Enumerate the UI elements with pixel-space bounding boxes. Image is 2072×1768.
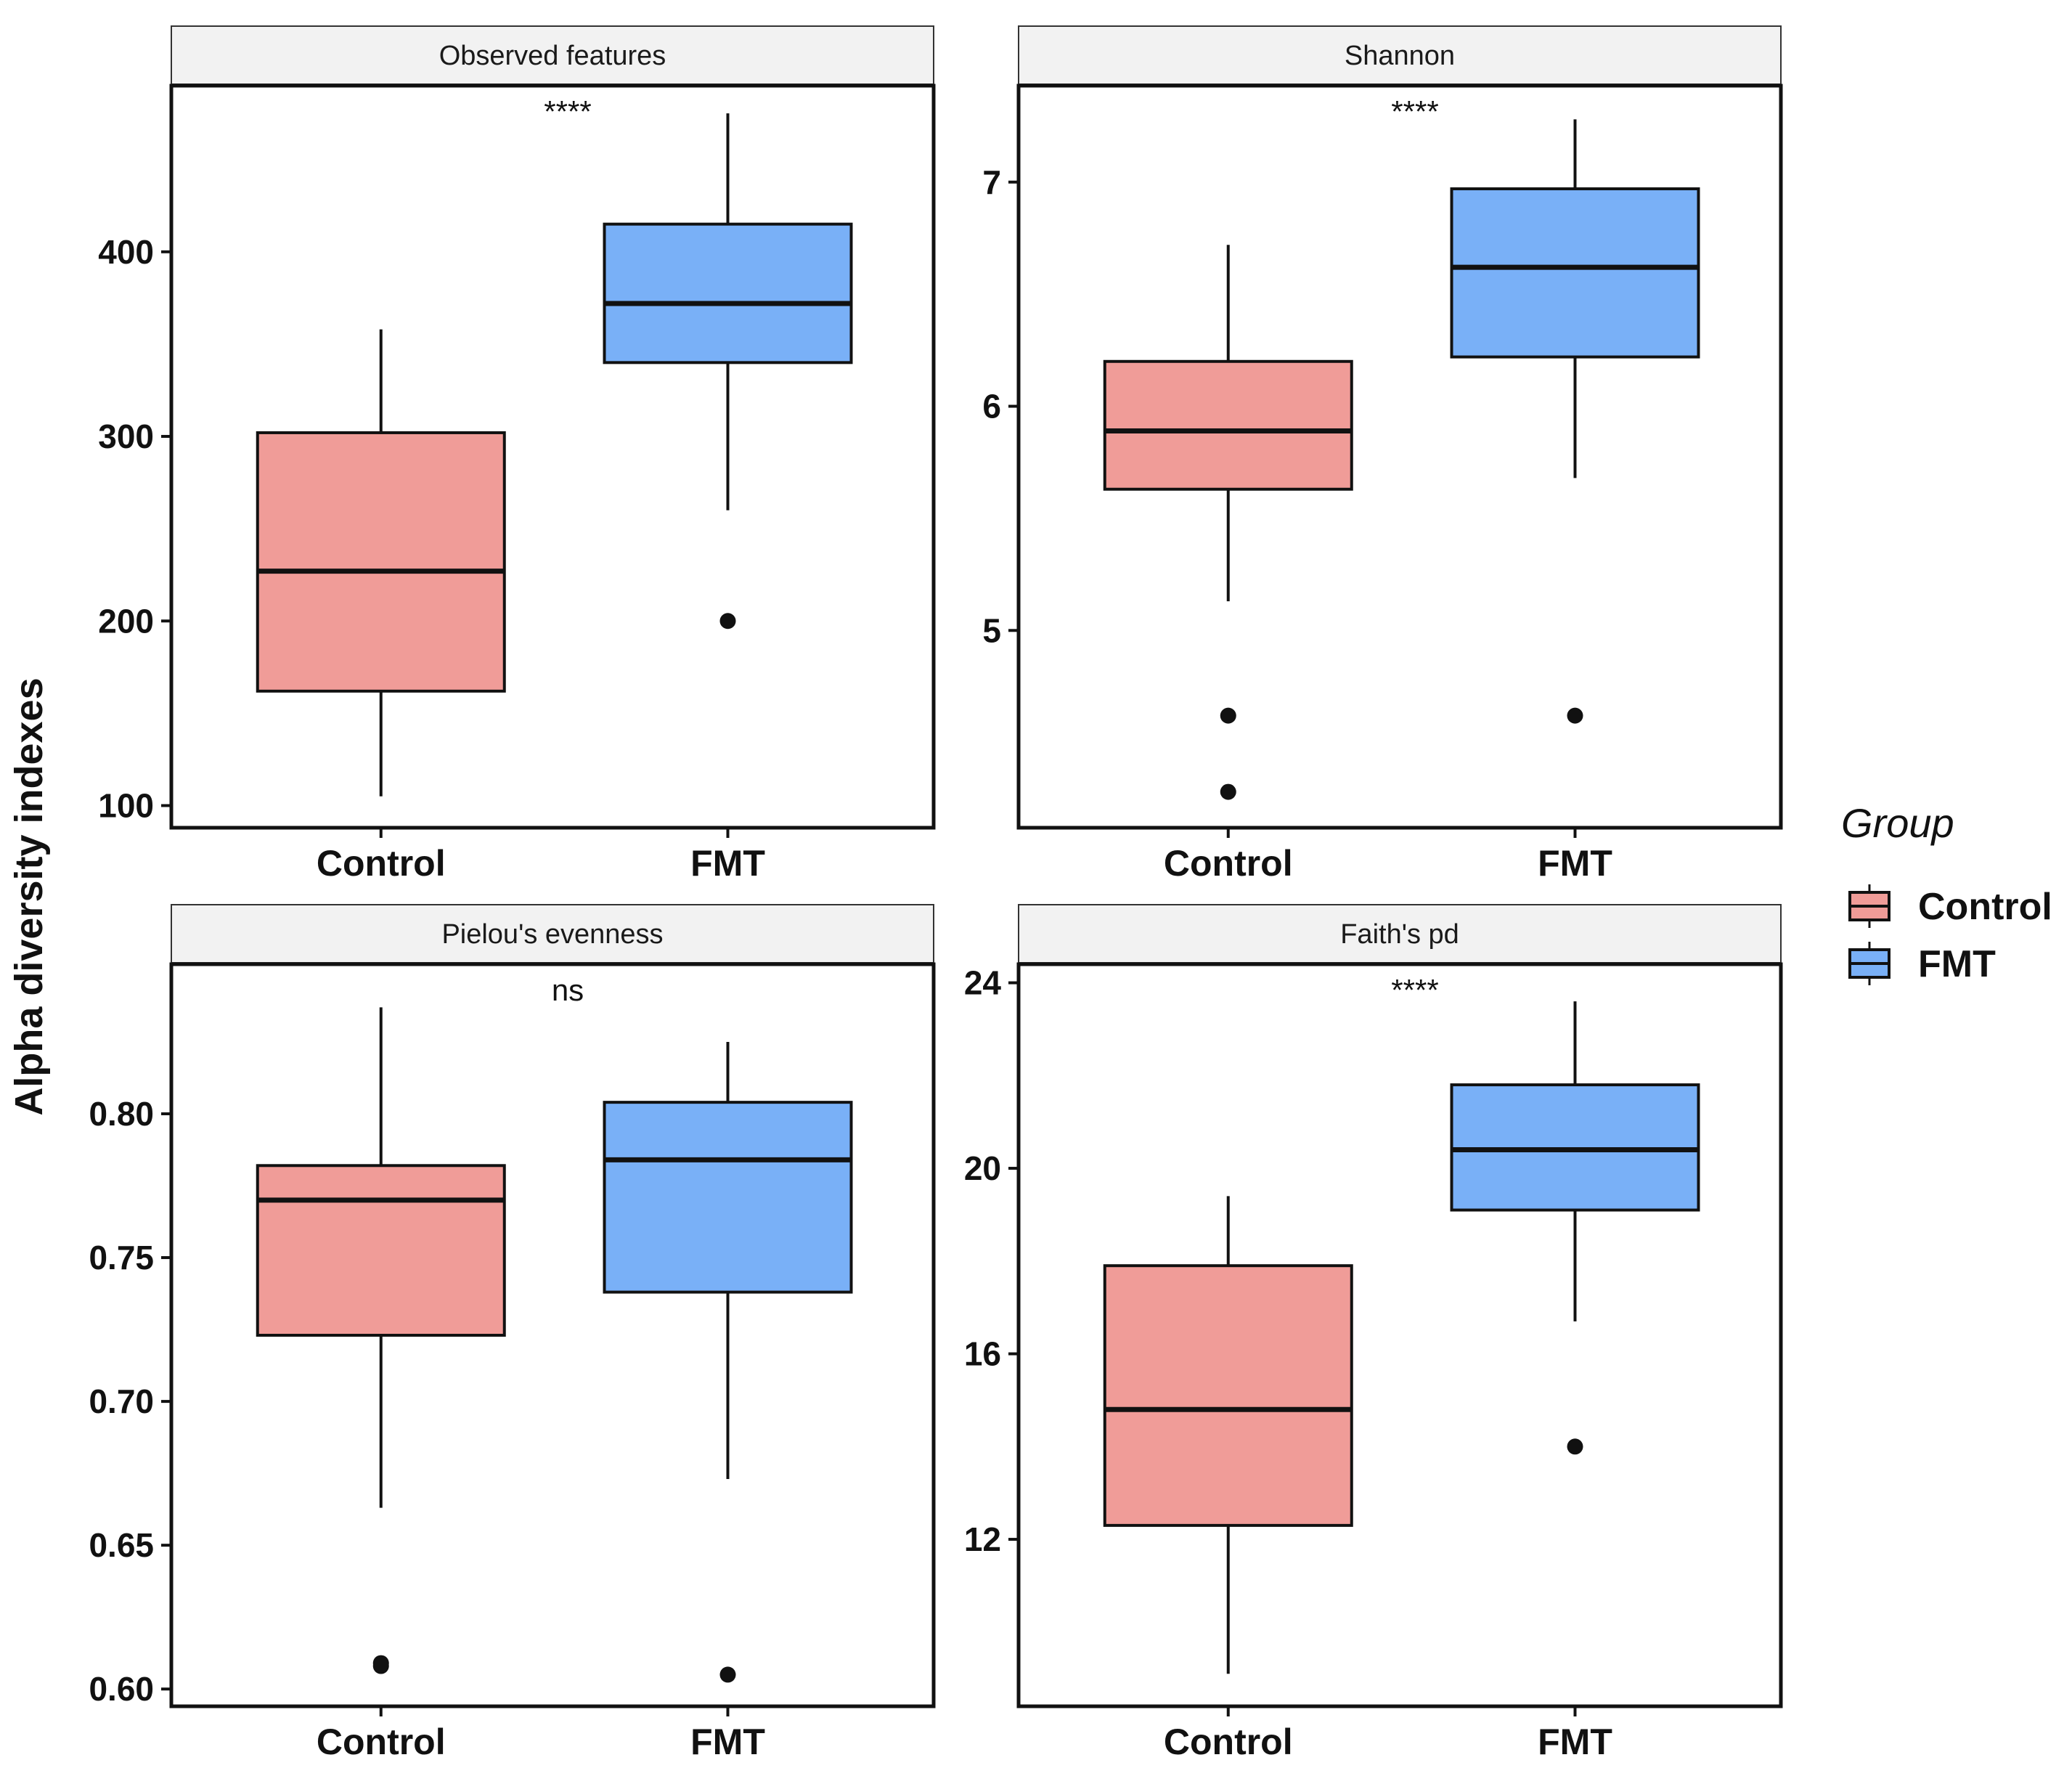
box-control: [1103, 245, 1353, 800]
x-category-label-control: Control: [317, 1722, 446, 1762]
y-tick-label: 400: [98, 233, 154, 271]
x-category-label-fmt: FMT: [690, 843, 765, 884]
box-control: [256, 1007, 506, 1674]
facet-strip-title: Observed features: [439, 41, 666, 71]
facet-strip: [1018, 904, 1782, 964]
x-category-label-fmt: FMT: [690, 1722, 765, 1762]
y-tick-label: 0.70: [89, 1382, 154, 1420]
box-control: [256, 329, 506, 797]
panel-observed-features: Observed features **** 100 200 300 400 Control…: [98, 25, 936, 884]
box-fmt: [603, 1041, 853, 1683]
outlier-point: [719, 1666, 736, 1683]
outlier-point: [1567, 707, 1583, 724]
significance-label: ****: [1391, 973, 1438, 1007]
x-category-label-fmt: FMT: [1538, 843, 1612, 884]
facet-strip-title: Faith's pd: [1340, 919, 1459, 950]
x-category-label-control: Control: [1164, 1722, 1293, 1762]
significance-label: ****: [544, 94, 591, 129]
panel-frame: [169, 83, 936, 830]
legend-title: Group: [1841, 800, 1954, 846]
outlier-point: [372, 1658, 389, 1674]
box-fmt: [1450, 1001, 1700, 1455]
y-tick-label: 200: [98, 602, 154, 640]
y-axis-label: Alpha diversity indexes: [7, 677, 51, 1115]
box-iqr: [1103, 1264, 1353, 1527]
panel-frame: [1016, 962, 1783, 1708]
box-iqr: [256, 1164, 506, 1337]
panel-frame: [1016, 83, 1783, 830]
y-tick-label: 20: [964, 1149, 1001, 1187]
y-tick-label: 0.60: [89, 1670, 154, 1708]
x-category-label-fmt: FMT: [1538, 1722, 1612, 1762]
panel-frame: [169, 962, 936, 1708]
y-tick-label: 0.75: [89, 1239, 154, 1276]
legend: Group Control FMT: [1841, 800, 2052, 985]
box-iqr: [256, 431, 506, 693]
y-tick-label: 300: [98, 417, 154, 455]
panel-shannon: Shannon **** 5 6 7 Control FMT: [982, 25, 1783, 884]
y-tick-label: 0.65: [89, 1526, 154, 1564]
facet-strip: [171, 904, 934, 964]
box-fmt: [603, 113, 853, 630]
legend-label-control: Control: [1918, 886, 2052, 928]
legend-label-fmt: FMT: [1918, 943, 1996, 985]
outlier-point: [719, 613, 736, 630]
box-iqr: [603, 1101, 853, 1294]
y-tick-label: 5: [982, 611, 1001, 649]
legend-item-fmt: FMT: [1848, 942, 1996, 985]
box-fmt: [1450, 119, 1700, 724]
box-iqr: [1450, 187, 1700, 359]
y-tick-label: 16: [964, 1335, 1001, 1373]
legend-item-control: Control: [1848, 884, 2052, 928]
y-tick-label: 6: [982, 388, 1001, 425]
y-tick-label: 100: [98, 786, 154, 824]
x-category-label-control: Control: [317, 843, 446, 884]
outlier-point: [1220, 707, 1236, 724]
panel-faith-pd: Faith's pd **** 12 16 20 24 Control FMT: [964, 904, 1783, 1762]
y-tick-label: 0.80: [89, 1095, 154, 1133]
y-tick-label: 24: [964, 964, 1002, 1002]
y-tick-label: 12: [964, 1520, 1001, 1558]
y-tick-label: 7: [982, 163, 1001, 201]
significance-label: ns: [552, 973, 584, 1007]
box-control: [1103, 1196, 1353, 1674]
significance-label: ****: [1391, 94, 1438, 129]
box-iqr: [1103, 359, 1353, 491]
outlier-point: [1567, 1438, 1583, 1455]
panel-pielou-evenness: Pielou's evenness ns 0.60 0.65 0.70 0.75 0.80 C…: [89, 904, 936, 1762]
facet-strip-title: Pielou's evenness: [441, 919, 663, 950]
x-category-label-control: Control: [1164, 843, 1293, 884]
outlier-point: [1220, 783, 1236, 800]
facet-strip-title: Shannon: [1345, 41, 1455, 71]
facet-strip: [171, 25, 934, 85]
box-iqr: [603, 222, 853, 364]
